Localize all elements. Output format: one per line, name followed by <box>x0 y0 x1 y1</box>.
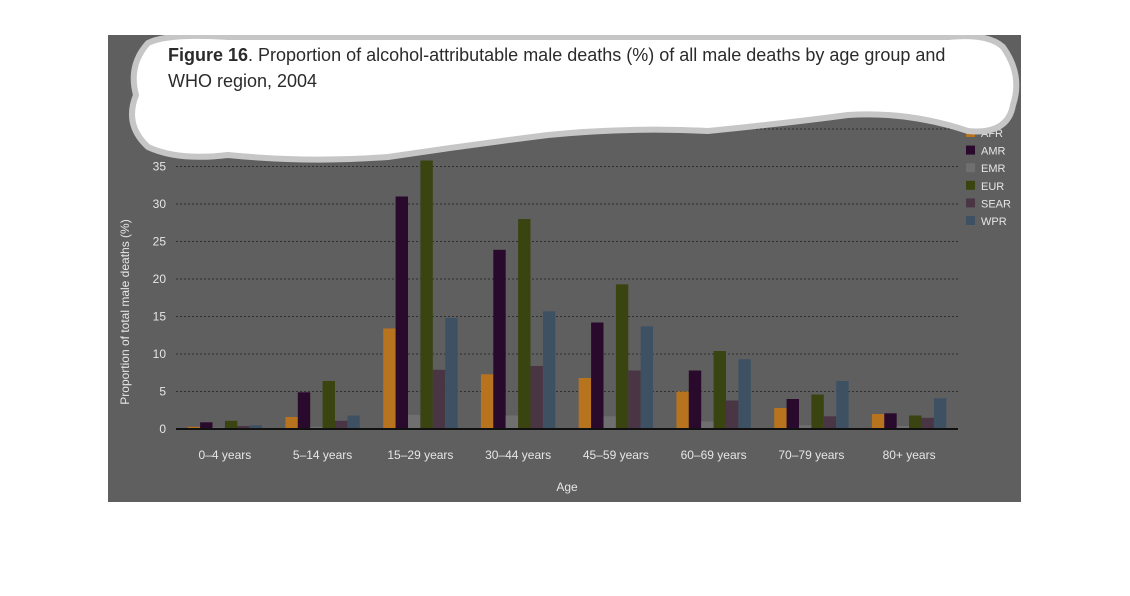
bar-afr <box>383 328 396 429</box>
bar-afr <box>676 391 689 429</box>
figure-label: Figure 16 <box>168 45 248 65</box>
bar-afr <box>871 414 885 429</box>
bar-emr <box>310 426 323 430</box>
bar-sear <box>628 370 641 429</box>
bar-eur <box>322 381 335 429</box>
bar-wpr <box>836 381 849 429</box>
bar-emr <box>896 426 910 429</box>
bar-wpr <box>542 311 556 430</box>
legend-swatch-wpr <box>966 216 975 225</box>
x-axis-label: Age <box>556 480 578 494</box>
bar-afr <box>774 408 787 429</box>
bar-emr <box>505 415 519 429</box>
bar-wpr <box>933 398 947 430</box>
bar-wpr <box>347 415 360 429</box>
bars <box>187 160 947 430</box>
bar-sear <box>335 420 348 430</box>
bar-amr <box>786 399 799 429</box>
y-tick-label: 0 <box>159 422 166 436</box>
y-tick-label: 30 <box>153 197 167 211</box>
legend-label-wpr: WPR <box>981 216 1007 228</box>
bar-wpr <box>738 359 751 430</box>
bar-sear <box>823 416 837 430</box>
bar-afr <box>480 374 494 430</box>
legend-swatch-sear <box>966 198 975 208</box>
bar-eur <box>909 415 922 429</box>
bar-eur <box>811 394 824 429</box>
caption-cloud <box>129 35 1020 163</box>
bar-amr <box>297 392 311 430</box>
legend-label-amr: AMR <box>981 146 1006 158</box>
legend-swatch-emr <box>966 163 975 173</box>
legend-swatch-amr <box>966 145 975 155</box>
bar-emr <box>603 416 616 430</box>
legend-label-emr: EMR <box>981 163 1006 175</box>
x-tick-label: 45–59 years <box>583 448 649 462</box>
y-tick-label: 5 <box>159 385 166 399</box>
y-tick-label: 20 <box>153 272 167 286</box>
legend-swatch-eur <box>966 180 975 190</box>
bar-amr <box>200 422 213 430</box>
bar-afr <box>187 426 201 430</box>
x-tick-label: 0–4 years <box>199 448 252 462</box>
caption-line-2: WHO region, 2004 <box>168 71 317 91</box>
bar-eur <box>615 284 629 430</box>
bar-eur <box>713 351 726 429</box>
legend-label-eur: EUR <box>981 181 1004 193</box>
bar-wpr <box>249 425 263 430</box>
x-tick-label: 5–14 years <box>293 448 352 462</box>
y-axis-label: Proportion of total male deaths (%) <box>118 219 132 404</box>
bar-amr <box>493 249 506 429</box>
bar-emr <box>799 425 812 430</box>
bar-emr <box>408 414 421 430</box>
bar-amr <box>395 196 408 429</box>
bar-sear <box>432 369 446 430</box>
bar-wpr <box>445 318 458 429</box>
legend-label-sear: SEAR <box>981 198 1011 210</box>
bar-eur <box>518 219 531 429</box>
bar-amr <box>884 413 897 430</box>
bar-eur <box>420 160 433 429</box>
bar-sear <box>237 426 250 429</box>
y-tick-label: 25 <box>153 235 167 249</box>
bar-wpr <box>640 326 654 430</box>
bar-emr <box>701 421 714 429</box>
caption-line-1: . Proportion of alcohol-attributable mal… <box>248 45 945 65</box>
x-tick-label: 70–79 years <box>778 448 844 462</box>
bar-sear <box>530 366 543 429</box>
gridlines <box>176 128 958 392</box>
bar-afr <box>285 417 298 429</box>
bar-eur <box>224 420 238 430</box>
bar-sear <box>726 400 739 429</box>
x-tick-label: 60–69 years <box>681 448 747 462</box>
x-tick-label: 80+ years <box>883 448 936 462</box>
bar-amr <box>591 322 604 429</box>
x-tick-label: 15–29 years <box>387 448 453 462</box>
bar-sear <box>921 417 934 430</box>
figure-caption: Figure 16. Proportion of alcohol-attribu… <box>168 45 945 65</box>
bar-amr <box>688 370 702 429</box>
y-tick-label: 35 <box>153 160 167 174</box>
bar-afr <box>578 378 592 429</box>
y-tick-label: 10 <box>153 347 167 361</box>
x-tick-label: 30–44 years <box>485 448 551 462</box>
y-tick-label: 15 <box>153 310 167 324</box>
